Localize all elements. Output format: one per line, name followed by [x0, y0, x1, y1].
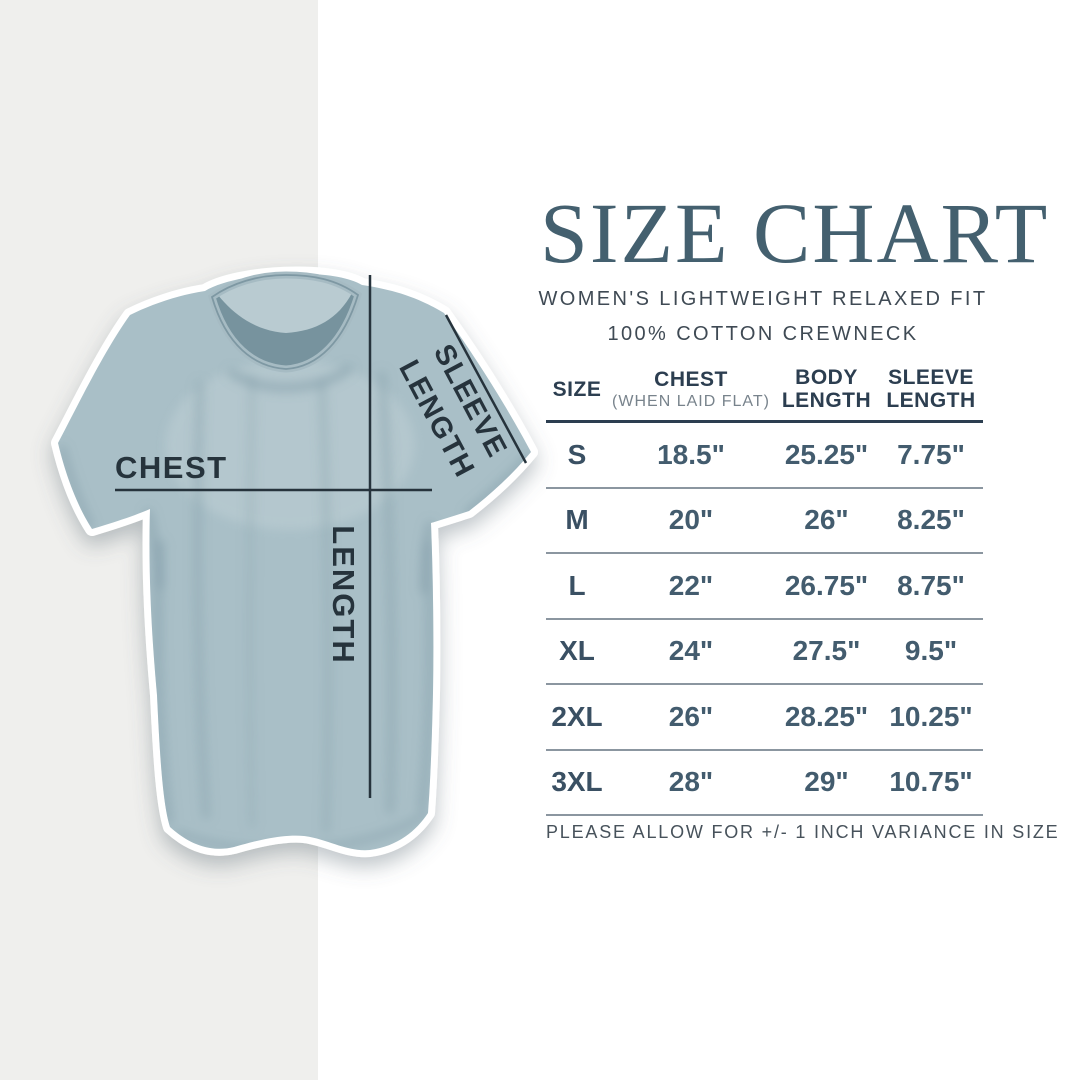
fold-shadow — [318, 379, 332, 834]
col-header-size: SIZE — [552, 377, 602, 401]
col-header-chest: CHEST (WHEN LAID FLAT) — [608, 368, 774, 411]
col-header-chest-label: CHEST — [654, 367, 728, 391]
fold-shadow — [246, 374, 255, 828]
cell-body-length: 26.75" — [784, 569, 869, 601]
sleeve-measure-line — [444, 314, 528, 464]
col-header-chest-note: (WHEN LAID FLAT) — [612, 392, 770, 410]
cell-size: L — [568, 569, 586, 601]
cell-chest: 18.5" — [657, 438, 725, 470]
cell-chest: 22" — [668, 569, 714, 601]
fold-shadow — [193, 381, 210, 819]
under-collar-shadow — [227, 364, 353, 392]
col-header-body-line1: BODY — [795, 366, 858, 389]
table-row: S 18.5" 25.25" 7.75" — [546, 423, 983, 489]
tshirt-body — [58, 274, 531, 851]
chest-label: CHEST — [115, 450, 228, 485]
cell-sleeve-length: 7.75" — [897, 438, 965, 470]
tshirt-illustration: CHEST LENGTH SLEEVE LENGTH — [0, 245, 560, 890]
col-header-sleeve-line1: SLEEVE — [888, 366, 974, 389]
length-label: LENGTH — [326, 525, 361, 664]
table-row: XL 24" 27.5" 9.5" — [546, 620, 983, 685]
cell-body-length: 25.25" — [784, 438, 869, 470]
table-row: 3XL 28" 29" 10.75" — [546, 751, 983, 816]
chest-highlight — [165, 360, 415, 530]
fabric-folds — [58, 360, 531, 851]
cell-chest: 20" — [668, 504, 714, 536]
table-row: 2XL 26" 28.25" 10.25" — [546, 685, 983, 751]
size-table: SIZE CHEST (WHEN LAID FLAT) BODY LENGTH … — [546, 366, 983, 816]
fold-shadow — [378, 371, 396, 814]
collar — [207, 271, 363, 373]
cell-size: 2XL — [551, 700, 603, 732]
col-header-body-length: BODY LENGTH — [774, 366, 879, 412]
col-header-sleeve-length: SLEEVE LENGTH — [879, 366, 983, 412]
cell-chest: 28" — [668, 766, 714, 798]
side-shadow-right — [417, 540, 435, 812]
subtitle-line2: 100% COTTON CREWNECK — [607, 323, 919, 345]
cuff-shadow-left — [58, 445, 94, 529]
subtitle-line1: WOMEN'S LIGHTWEIGHT RELAXED FIT — [538, 288, 988, 310]
cell-size: S — [567, 438, 587, 470]
cell-sleeve-length: 10.25" — [889, 700, 973, 732]
page-title: SIZE CHART — [540, 185, 1050, 281]
variance-note: PLEASE ALLOW FOR +/- 1 INCH VARIANCE IN … — [546, 822, 1060, 842]
cell-sleeve-length: 8.25" — [897, 504, 965, 536]
armpit-shadow-right — [420, 521, 434, 594]
cell-size: 3XL — [551, 766, 603, 798]
cell-size: XL — [559, 635, 595, 667]
col-header-body-line2: LENGTH — [781, 389, 872, 412]
cell-chest: 24" — [668, 635, 714, 667]
cell-size: M — [565, 504, 589, 536]
collar-seam — [210, 274, 360, 370]
cell-sleeve-length: 10.75" — [889, 766, 973, 798]
cell-sleeve-length: 8.75" — [897, 569, 965, 601]
col-header-sleeve-line2: LENGTH — [886, 389, 976, 412]
inner-back-collar — [218, 277, 352, 333]
cell-body-length: 27.5" — [792, 635, 861, 667]
cell-body-length: 26" — [804, 504, 849, 536]
table-row: L 22" 26.75" 8.75" — [546, 554, 983, 620]
cell-chest: 26" — [668, 700, 714, 732]
table-header-row: SIZE CHEST (WHEN LAID FLAT) BODY LENGTH … — [546, 366, 983, 423]
table-row: M 20" 26" 8.25" — [546, 489, 983, 554]
size-chart-panel: SIZE CHART WOMEN'S LIGHTWEIGHT RELAXED F… — [539, 0, 1060, 1080]
cell-body-length: 28.25" — [784, 700, 869, 732]
cell-body-length: 29" — [804, 766, 849, 798]
cell-sleeve-length: 9.5" — [904, 635, 958, 667]
